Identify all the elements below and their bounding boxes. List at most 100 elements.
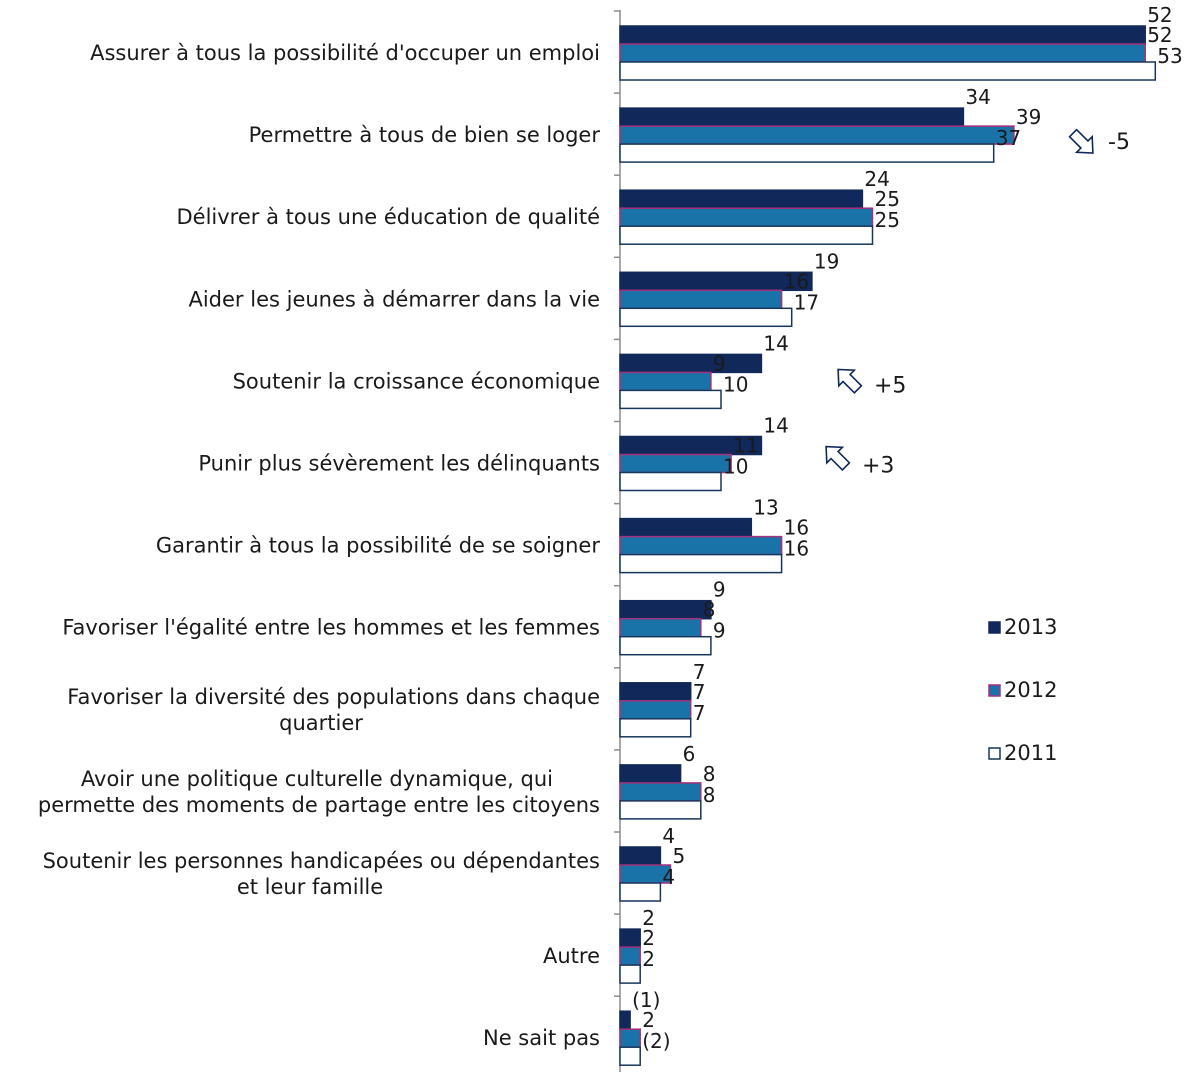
bar-2012: [619, 453, 732, 474]
category-label: Punir plus sévèrement les délinquants: [198, 452, 600, 476]
category-label-line: Garantir à tous la possibilité de se soi…: [156, 534, 600, 558]
category-label-line: Soutenir les personnes handicapées ou dé…: [43, 849, 600, 873]
category-label-line: Favoriser l'égalité entre les hommes et …: [62, 616, 600, 640]
bar-2011: [619, 389, 722, 410]
data-label-2013: 14: [763, 414, 788, 438]
category-label-line: Aider les jeunes à démarrer dans la vie: [188, 287, 600, 311]
bar-2011: [619, 307, 793, 328]
data-label-2013: (1): [632, 988, 660, 1012]
trend-label: -5: [1108, 130, 1130, 155]
bar-2011: [619, 61, 1157, 81]
category-label-line: Punir plus sévèrement les délinquants: [198, 452, 600, 476]
category-label: Favoriser la diversité des populations d…: [67, 685, 600, 735]
arrow-down-icon: [1068, 128, 1094, 154]
bar-2011: [619, 143, 995, 163]
data-label-2013: 9: [713, 578, 726, 602]
category-label-line: Délivrer à tous une éducation de qualité: [177, 205, 601, 229]
bar-2012: [619, 1028, 641, 1048]
trend-label: +5: [874, 373, 906, 398]
legend-swatch-2012: [988, 684, 1001, 697]
data-label-2013: 6: [683, 742, 696, 766]
data-label-2011: 37: [996, 126, 1021, 150]
bar-2012: [619, 371, 712, 392]
bar-2011: [619, 882, 662, 902]
bar-2013: [619, 353, 763, 374]
data-label-2013: 2: [642, 906, 655, 930]
data-label-2013: 19: [814, 249, 839, 273]
data-label-2011: 25: [875, 208, 900, 232]
data-label-2013: 52: [1147, 3, 1172, 27]
data-label-2012: 8: [703, 762, 716, 786]
category-label-line: Favoriser la diversité des populations d…: [67, 685, 600, 709]
category-label-line: permette des moments de partage entre le…: [38, 793, 600, 817]
data-label-2011: 17: [794, 290, 819, 314]
bar-2012: [619, 535, 783, 556]
data-label-2011: 2: [642, 947, 655, 971]
bar-2012: [619, 946, 641, 966]
data-label-2011: 16: [784, 537, 809, 561]
category-label: Soutenir les personnes handicapées ou dé…: [43, 849, 600, 899]
data-label-2013: 14: [763, 331, 788, 355]
bar-2011: [619, 800, 702, 820]
bar-2013: [619, 25, 1146, 45]
category-label: Favoriser l'égalité entre les hommes et …: [62, 616, 600, 640]
category-label: Aider les jeunes à démarrer dans la vie: [188, 287, 600, 311]
legend-swatch-2013: [988, 621, 1001, 634]
bar-2013: [619, 682, 692, 702]
bar-2011: [619, 718, 692, 738]
category-label: Délivrer à tous une éducation de qualité: [177, 205, 601, 229]
category-label-line: Assurer à tous la possibilité d'occuper …: [90, 41, 600, 65]
bar-2011: [619, 553, 783, 574]
data-label-2013: 13: [753, 496, 778, 520]
data-label-2012: 25: [875, 187, 900, 211]
category-label-line: quartier: [279, 711, 363, 735]
category-label-line: Ne sait pas: [483, 1026, 600, 1050]
category-label: Assurer à tous la possibilité d'occuper …: [90, 41, 600, 65]
trend-label: +3: [862, 454, 894, 479]
category-label-line: Permettre à tous de bien se loger: [249, 123, 601, 147]
category-label: Garantir à tous la possibilité de se soi…: [156, 534, 600, 558]
legend-label-2011: 2011: [1004, 741, 1057, 765]
data-label-2012: 2: [642, 926, 655, 950]
data-label-2013: 34: [965, 85, 990, 109]
arrow-up-icon: [825, 445, 851, 472]
legend-label-2013: 2013: [1004, 615, 1057, 639]
bar-2013: [619, 1010, 631, 1030]
category-label-line: Avoir une politique culturelle dynamique…: [81, 767, 553, 791]
category-label-line: et leur famille: [237, 875, 383, 899]
bar-2013: [619, 517, 753, 538]
data-label-2011: 8: [703, 783, 716, 807]
category-label: Autre: [543, 944, 600, 968]
category-label: Avoir une politique culturelle dynamique…: [38, 767, 600, 817]
legend-swatch-2011: [988, 747, 1001, 760]
data-label-2012: 16: [784, 269, 809, 293]
data-label-2013: 7: [693, 660, 706, 684]
data-label-2013: 4: [662, 824, 675, 848]
category-label: Soutenir la croissance économique: [233, 369, 600, 393]
bar-2011: [619, 964, 641, 984]
arrow-up-icon: [837, 368, 863, 394]
bar-2013: [619, 599, 712, 620]
category-label: Ne sait pas: [483, 1026, 600, 1050]
bar-2013: [619, 189, 864, 209]
bar-2013: [619, 928, 641, 948]
data-label-2011: 53: [1157, 44, 1182, 68]
data-label-2013: 24: [864, 167, 889, 191]
bar-2012: [619, 43, 1146, 63]
bar-2011: [619, 1046, 641, 1066]
bar-2012: [619, 782, 702, 802]
data-label-2011: 10: [723, 372, 748, 396]
bar-2013: [619, 107, 965, 127]
bar-2012: [619, 700, 692, 720]
data-label-2012: 5: [673, 844, 686, 868]
category-label: Permettre à tous de bien se loger: [249, 123, 601, 147]
bar-2013: [619, 764, 682, 784]
data-label-2012: 9: [713, 351, 726, 375]
data-label-2012: 7: [693, 680, 706, 704]
bar-2012: [619, 289, 783, 310]
bar-2011: [619, 635, 712, 656]
data-label-2012: 2: [642, 1008, 655, 1032]
data-label-2012: 11: [733, 434, 758, 458]
data-label-2011: 7: [693, 701, 706, 725]
